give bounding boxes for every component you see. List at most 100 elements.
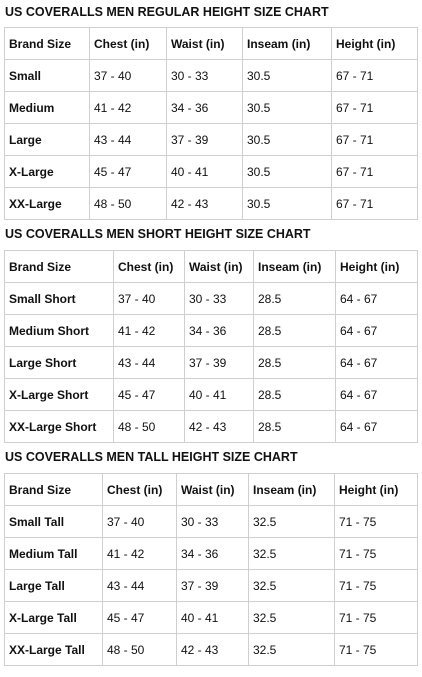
cell-brand-size: X-Large Tall bbox=[4, 601, 103, 634]
cell-waist: 42 - 43 bbox=[184, 410, 254, 443]
table-row: Small 37 - 40 30 - 33 30.5 67 - 71 bbox=[4, 59, 418, 92]
cell-inseam: 32.5 bbox=[248, 569, 335, 602]
header-cell-chest: Chest (in) bbox=[113, 250, 185, 283]
cell-height: 67 - 71 bbox=[331, 155, 418, 188]
section-title-regular: US COVERALLS MEN REGULAR HEIGHT SIZE CHA… bbox=[5, 5, 329, 19]
cell-inseam: 30.5 bbox=[242, 123, 332, 156]
cell-chest: 48 - 50 bbox=[113, 410, 185, 443]
cell-inseam: 32.5 bbox=[248, 601, 335, 634]
header-cell-height: Height (in) bbox=[335, 250, 418, 283]
header-cell-chest: Chest (in) bbox=[102, 473, 177, 506]
cell-chest: 48 - 50 bbox=[89, 187, 167, 220]
cell-waist: 34 - 36 bbox=[166, 91, 243, 124]
table-row: XX-Large Tall 48 - 50 42 - 43 32.5 71 - … bbox=[4, 633, 418, 666]
cell-inseam: 30.5 bbox=[242, 155, 332, 188]
cell-height: 64 - 67 bbox=[335, 410, 418, 443]
cell-height: 71 - 75 bbox=[334, 537, 418, 570]
cell-height: 64 - 67 bbox=[335, 282, 418, 315]
cell-chest: 41 - 42 bbox=[102, 537, 177, 570]
cell-inseam: 30.5 bbox=[242, 91, 332, 124]
cell-height: 64 - 67 bbox=[335, 314, 418, 347]
size-table-short: Brand Size Chest (in) Waist (in) Inseam … bbox=[4, 250, 418, 443]
cell-chest: 45 - 47 bbox=[89, 155, 167, 188]
cell-inseam: 30.5 bbox=[242, 59, 332, 92]
cell-brand-size: XX-Large Tall bbox=[4, 633, 103, 666]
cell-height: 67 - 71 bbox=[331, 91, 418, 124]
header-cell-brand-size: Brand Size bbox=[4, 27, 90, 60]
table-row: Small Tall 37 - 40 30 - 33 32.5 71 - 75 bbox=[4, 505, 418, 538]
table-header-row: Brand Size Chest (in) Waist (in) Inseam … bbox=[4, 250, 418, 283]
cell-waist: 37 - 39 bbox=[166, 123, 243, 156]
header-cell-waist: Waist (in) bbox=[176, 473, 249, 506]
cell-chest: 48 - 50 bbox=[102, 633, 177, 666]
cell-waist: 42 - 43 bbox=[176, 633, 249, 666]
cell-height: 71 - 75 bbox=[334, 601, 418, 634]
cell-inseam: 28.5 bbox=[253, 410, 336, 443]
cell-chest: 45 - 47 bbox=[113, 378, 185, 411]
cell-brand-size: X-Large bbox=[4, 155, 90, 188]
cell-waist: 30 - 33 bbox=[176, 505, 249, 538]
cell-waist: 40 - 41 bbox=[176, 601, 249, 634]
cell-chest: 43 - 44 bbox=[102, 569, 177, 602]
cell-chest: 45 - 47 bbox=[102, 601, 177, 634]
cell-chest: 37 - 40 bbox=[113, 282, 185, 315]
cell-inseam: 28.5 bbox=[253, 314, 336, 347]
cell-waist: 30 - 33 bbox=[184, 282, 254, 315]
table-row: Medium Short 41 - 42 34 - 36 28.5 64 - 6… bbox=[4, 314, 418, 347]
cell-waist: 40 - 41 bbox=[184, 378, 254, 411]
header-cell-inseam: Inseam (in) bbox=[242, 27, 332, 60]
cell-brand-size: Medium Tall bbox=[4, 537, 103, 570]
header-cell-height: Height (in) bbox=[331, 27, 418, 60]
cell-waist: 37 - 39 bbox=[176, 569, 249, 602]
cell-chest: 41 - 42 bbox=[89, 91, 167, 124]
table-row: X-Large Short 45 - 47 40 - 41 28.5 64 - … bbox=[4, 378, 418, 411]
header-cell-waist: Waist (in) bbox=[166, 27, 243, 60]
cell-brand-size: XX-Large Short bbox=[4, 410, 114, 443]
table-row: Large Tall 43 - 44 37 - 39 32.5 71 - 75 bbox=[4, 569, 418, 602]
header-cell-brand-size: Brand Size bbox=[4, 250, 114, 283]
cell-height: 67 - 71 bbox=[331, 123, 418, 156]
cell-chest: 41 - 42 bbox=[113, 314, 185, 347]
cell-chest: 37 - 40 bbox=[102, 505, 177, 538]
cell-brand-size: Large bbox=[4, 123, 90, 156]
cell-brand-size: Small Tall bbox=[4, 505, 103, 538]
header-cell-inseam: Inseam (in) bbox=[248, 473, 335, 506]
header-cell-chest: Chest (in) bbox=[89, 27, 167, 60]
section-title-tall: US COVERALLS MEN TALL HEIGHT SIZE CHART bbox=[5, 450, 298, 464]
cell-brand-size: X-Large Short bbox=[4, 378, 114, 411]
cell-height: 71 - 75 bbox=[334, 633, 418, 666]
cell-inseam: 32.5 bbox=[248, 633, 335, 666]
cell-brand-size: Large Short bbox=[4, 346, 114, 379]
cell-inseam: 32.5 bbox=[248, 505, 335, 538]
cell-chest: 43 - 44 bbox=[113, 346, 185, 379]
cell-inseam: 28.5 bbox=[253, 346, 336, 379]
header-cell-brand-size: Brand Size bbox=[4, 473, 103, 506]
cell-waist: 34 - 36 bbox=[176, 537, 249, 570]
section-title-short: US COVERALLS MEN SHORT HEIGHT SIZE CHART bbox=[5, 227, 311, 241]
table-row: X-Large 45 - 47 40 - 41 30.5 67 - 71 bbox=[4, 155, 418, 188]
table-row: X-Large Tall 45 - 47 40 - 41 32.5 71 - 7… bbox=[4, 601, 418, 634]
table-row: Small Short 37 - 40 30 - 33 28.5 64 - 67 bbox=[4, 282, 418, 315]
cell-waist: 30 - 33 bbox=[166, 59, 243, 92]
table-row: Medium Tall 41 - 42 34 - 36 32.5 71 - 75 bbox=[4, 537, 418, 570]
cell-waist: 40 - 41 bbox=[166, 155, 243, 188]
table-row: XX-Large 48 - 50 42 - 43 30.5 67 - 71 bbox=[4, 187, 418, 220]
cell-height: 67 - 71 bbox=[331, 59, 418, 92]
table-row: XX-Large Short 48 - 50 42 - 43 28.5 64 -… bbox=[4, 410, 418, 443]
cell-chest: 43 - 44 bbox=[89, 123, 167, 156]
cell-height: 71 - 75 bbox=[334, 569, 418, 602]
cell-height: 67 - 71 bbox=[331, 187, 418, 220]
cell-brand-size: Small Short bbox=[4, 282, 114, 315]
cell-height: 64 - 67 bbox=[335, 378, 418, 411]
cell-brand-size: Large Tall bbox=[4, 569, 103, 602]
header-cell-inseam: Inseam (in) bbox=[253, 250, 336, 283]
table-row: Medium 41 - 42 34 - 36 30.5 67 - 71 bbox=[4, 91, 418, 124]
cell-inseam: 28.5 bbox=[253, 378, 336, 411]
cell-brand-size: Medium Short bbox=[4, 314, 114, 347]
table-row: Large 43 - 44 37 - 39 30.5 67 - 71 bbox=[4, 123, 418, 156]
table-header-row: Brand Size Chest (in) Waist (in) Inseam … bbox=[4, 473, 418, 506]
cell-brand-size: XX-Large bbox=[4, 187, 90, 220]
size-table-tall: Brand Size Chest (in) Waist (in) Inseam … bbox=[4, 473, 418, 666]
cell-height: 71 - 75 bbox=[334, 505, 418, 538]
cell-height: 64 - 67 bbox=[335, 346, 418, 379]
